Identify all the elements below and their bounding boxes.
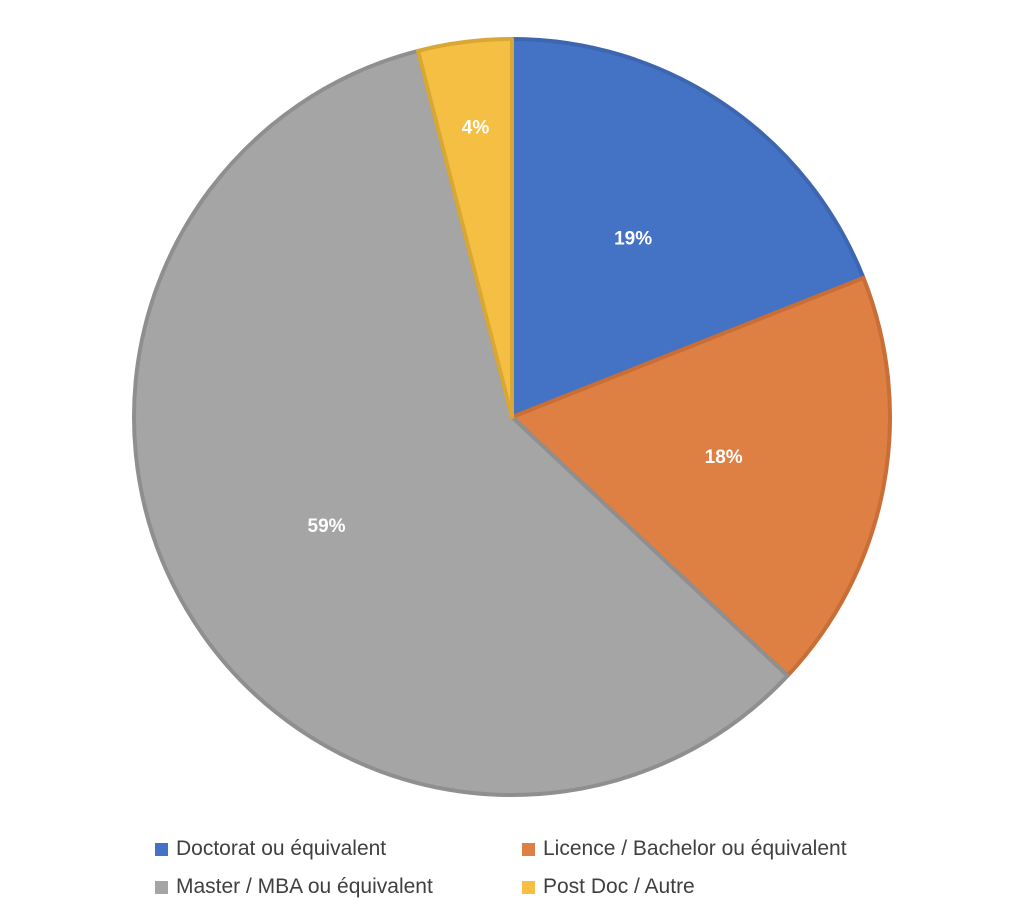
data-label-postdoc: 4% <box>462 118 490 139</box>
pie-slice-master <box>132 48 790 797</box>
data-label-doctorat: 19% <box>614 228 652 249</box>
chart-legend: Doctorat ou équivalent Licence / Bachelo… <box>155 834 915 910</box>
legend-swatch-licence <box>522 842 535 856</box>
legend-swatch-doctorat <box>155 842 168 856</box>
legend-item-postdoc: Post Doc / Autre <box>522 872 695 902</box>
legend-label-master: Master / MBA ou équivalent <box>176 875 433 898</box>
pie-plot-area: 19% 18% 59% 4% <box>132 37 892 797</box>
pie-slice-licence <box>510 275 892 678</box>
data-label-licence: 18% <box>705 447 743 468</box>
legend-label-doctorat: Doctorat ou équivalent <box>176 837 387 860</box>
data-label-master: 59% <box>308 516 346 537</box>
pie-slice-postdoc <box>415 37 514 419</box>
legend-swatch-postdoc <box>522 880 535 894</box>
legend-item-licence: Licence / Bachelor ou équivalent <box>522 834 847 864</box>
pie-slice-doctorat <box>510 37 866 419</box>
legend-swatch-master <box>155 880 168 894</box>
legend-label-postdoc: Post Doc / Autre <box>543 875 695 898</box>
legend-item-doctorat: Doctorat ou équivalent <box>155 834 386 864</box>
legend-label-licence: Licence / Bachelor ou équivalent <box>543 837 847 860</box>
legend-item-master: Master / MBA ou équivalent <box>155 872 433 902</box>
